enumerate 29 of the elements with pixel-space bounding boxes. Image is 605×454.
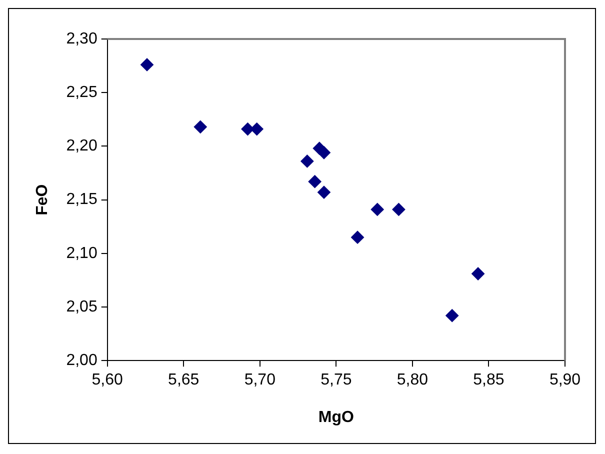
point	[308, 175, 322, 188]
point	[392, 202, 406, 216]
point	[250, 122, 264, 136]
y-tick-label: 2,15	[66, 191, 98, 208]
point	[300, 154, 314, 168]
point	[140, 58, 154, 72]
point	[317, 146, 330, 160]
point	[351, 230, 364, 244]
point	[472, 267, 485, 280]
x-tick-label: 5,80	[396, 372, 428, 389]
point	[317, 186, 330, 199]
y-tick-label: 2,20	[66, 138, 98, 155]
point	[241, 122, 254, 136]
x-tick-label: 5,75	[320, 372, 352, 389]
point	[446, 309, 459, 322]
x-tick-label: 5,65	[168, 372, 200, 389]
y-axis-title: FeO	[34, 184, 52, 216]
y-tick-label: 2,00	[66, 352, 98, 370]
x-axis-title: MgO	[318, 408, 354, 426]
y-tick-label: 2,05	[66, 298, 98, 316]
y-tick-label: 2,10	[66, 244, 98, 262]
y-tick-label: 2,30	[66, 30, 98, 48]
x-tick-label: 5,90	[549, 372, 581, 389]
point	[194, 120, 207, 134]
y-tick-label: 2,25	[66, 84, 98, 102]
x-tick-label: 5,70	[244, 372, 276, 389]
point	[370, 202, 384, 216]
x-tick-label: 5,60	[92, 372, 124, 389]
x-tick-label: 5,85	[473, 372, 504, 389]
